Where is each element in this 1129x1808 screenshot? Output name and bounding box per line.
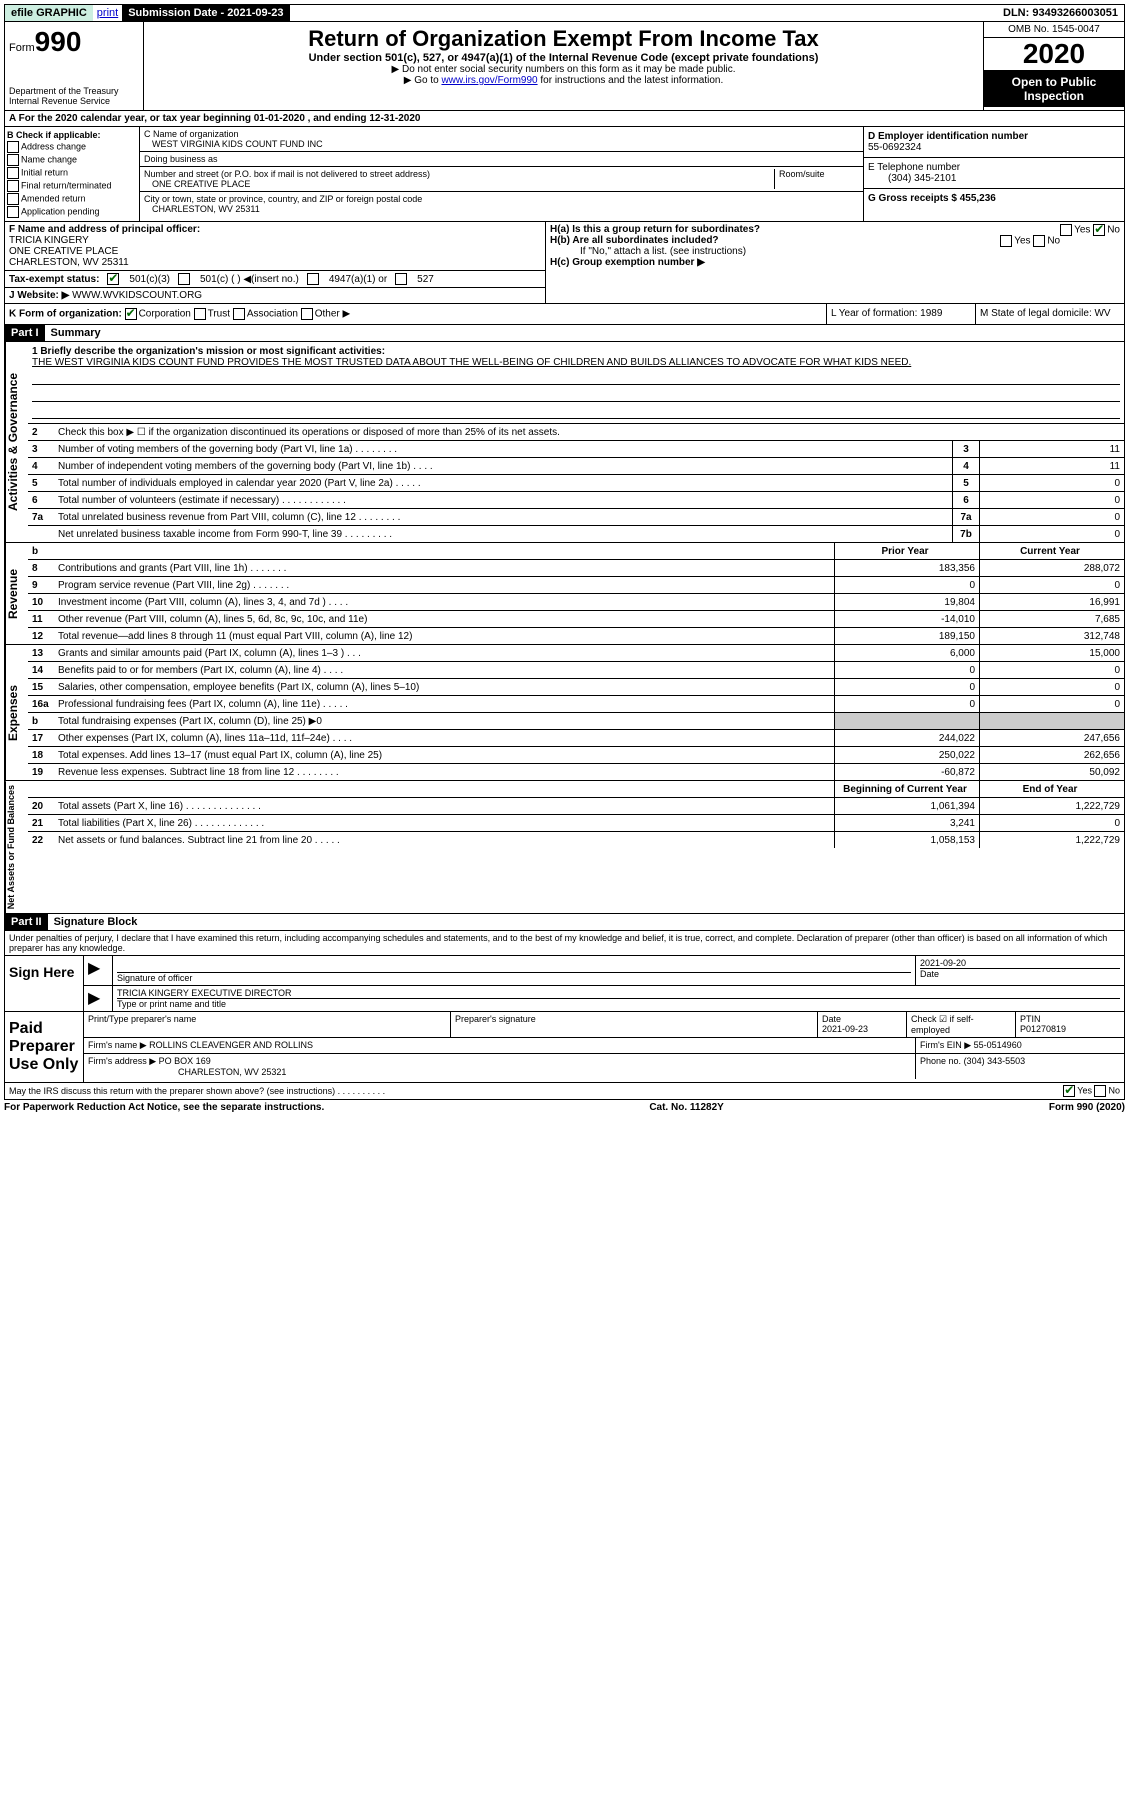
check-applicable: B Check if applicable: Address change Na… xyxy=(5,127,140,221)
right-info: D Employer identification number 55-0692… xyxy=(863,127,1124,221)
org-details: C Name of organization WEST VIRGINIA KID… xyxy=(140,127,863,221)
revenue-line: 10Investment income (Part VIII, column (… xyxy=(28,594,1124,611)
street-label: Number and street (or P.O. box if mail i… xyxy=(144,169,770,179)
expense-line: 18Total expenses. Add lines 13–17 (must … xyxy=(28,747,1124,764)
gross-receipts: G Gross receipts $ 455,236 xyxy=(864,189,1124,208)
city-label: City or town, state or province, country… xyxy=(144,194,859,204)
net-assets-block: Net Assets or Fund Balances Beginning of… xyxy=(4,781,1125,914)
net-line: 20Total assets (Part X, line 16) . . . .… xyxy=(28,798,1124,815)
part1-header: Part I Summary xyxy=(4,325,1125,342)
city: CHARLESTON, WV 25311 xyxy=(144,204,859,214)
phone: (304) 345-2101 xyxy=(868,173,1120,184)
expenses-block: Expenses 13Grants and similar amounts pa… xyxy=(4,645,1125,781)
tax-year: 2020 xyxy=(984,38,1124,71)
top-bar: efile GRAPHIC print Submission Date - 20… xyxy=(4,4,1125,22)
activities-governance: Activities & Governance 1 Briefly descri… xyxy=(4,342,1125,543)
part2-header: Part II Signature Block xyxy=(4,914,1125,931)
expense-line: 14Benefits paid to or for members (Part … xyxy=(28,662,1124,679)
form-number: 990 xyxy=(35,26,82,57)
revenue-line: 8Contributions and grants (Part VIII, li… xyxy=(28,560,1124,577)
expense-line: 13Grants and similar amounts paid (Part … xyxy=(28,645,1124,662)
gov-line: 5Total number of individuals employed in… xyxy=(28,475,1124,492)
gov-line: Net unrelated business taxable income fr… xyxy=(28,526,1124,542)
gov-line: 7aTotal unrelated business revenue from … xyxy=(28,509,1124,526)
form-header: Form990 Department of the Treasury Inter… xyxy=(4,22,1125,111)
form-prefix: Form xyxy=(9,42,35,54)
phone-label: E Telephone number xyxy=(868,162,1120,173)
net-line: 22Net assets or fund balances. Subtract … xyxy=(28,832,1124,848)
open-public: Open to Public Inspection xyxy=(984,71,1124,107)
discuss-row: May the IRS discuss this return with the… xyxy=(4,1083,1125,1100)
efile-label: efile GRAPHIC xyxy=(5,5,93,21)
org-name: WEST VIRGINIA KIDS COUNT FUND INC xyxy=(144,139,859,149)
sign-here-block: Sign Here ▶ Signature of officer 2021-09… xyxy=(4,956,1125,1012)
gov-line: 4Number of independent voting members of… xyxy=(28,458,1124,475)
submission-date: Submission Date - 2021-09-23 xyxy=(122,5,289,21)
dba-label: Doing business as xyxy=(140,152,863,167)
expense-line: 16aProfessional fundraising fees (Part I… xyxy=(28,696,1124,713)
page-footer: For Paperwork Reduction Act Notice, see … xyxy=(4,1100,1125,1115)
mission-text: THE WEST VIRGINIA KIDS COUNT FUND PROVID… xyxy=(32,357,1120,368)
form-instr1: ▶ Do not enter social security numbers o… xyxy=(148,64,979,75)
ein: 55-0692324 xyxy=(868,142,1120,153)
header-right: OMB No. 1545-0047 2020 Open to Public In… xyxy=(983,22,1124,110)
tax-year-line: A For the 2020 calendar year, or tax yea… xyxy=(4,111,1125,127)
dept-label: Department of the Treasury Internal Reve… xyxy=(9,86,139,106)
name-label: C Name of organization xyxy=(144,129,859,139)
revenue-line: 9Program service revenue (Part VIII, lin… xyxy=(28,577,1124,594)
form-subtitle: Under section 501(c), 527, or 4947(a)(1)… xyxy=(148,52,979,64)
dln-label: DLN: 93493266003051 xyxy=(997,5,1124,21)
expense-line: 17Other expenses (Part IX, column (A), l… xyxy=(28,730,1124,747)
print-link[interactable]: print xyxy=(93,7,122,19)
room-label: Room/suite xyxy=(775,169,859,189)
org-info-block: B Check if applicable: Address change Na… xyxy=(4,127,1125,222)
irs-link[interactable]: www.irs.gov/Form990 xyxy=(441,75,537,86)
form-title: Return of Organization Exempt From Incom… xyxy=(148,26,979,52)
header-center: Return of Organization Exempt From Incom… xyxy=(144,22,983,110)
ein-label: D Employer identification number xyxy=(868,131,1120,142)
officer-block: F Name and address of principal officer:… xyxy=(4,222,1125,304)
website: WWW.WVKIDSCOUNT.ORG xyxy=(72,290,202,301)
paid-preparer-block: Paid Preparer Use Only Print/Type prepar… xyxy=(4,1012,1125,1083)
omb-number: OMB No. 1545-0047 xyxy=(984,22,1124,38)
declaration: Under penalties of perjury, I declare th… xyxy=(4,931,1125,956)
revenue-block: Revenue b Prior Year Current Year 8Contr… xyxy=(4,543,1125,645)
expense-line: 15Salaries, other compensation, employee… xyxy=(28,679,1124,696)
net-line: 21Total liabilities (Part X, line 26) . … xyxy=(28,815,1124,832)
street: ONE CREATIVE PLACE xyxy=(144,179,770,189)
form-id-block: Form990 Department of the Treasury Inter… xyxy=(5,22,144,110)
gov-line: 3Number of voting members of the governi… xyxy=(28,441,1124,458)
klm-row: K Form of organization: Corporation Trus… xyxy=(4,304,1125,325)
revenue-line: 12Total revenue—add lines 8 through 11 (… xyxy=(28,628,1124,644)
expense-line: bTotal fundraising expenses (Part IX, co… xyxy=(28,713,1124,730)
expense-line: 19Revenue less expenses. Subtract line 1… xyxy=(28,764,1124,780)
gov-line: 6Total number of volunteers (estimate if… xyxy=(28,492,1124,509)
revenue-line: 11Other revenue (Part VIII, column (A), … xyxy=(28,611,1124,628)
form-instr2: ▶ Go to www.irs.gov/Form990 for instruct… xyxy=(148,75,979,86)
